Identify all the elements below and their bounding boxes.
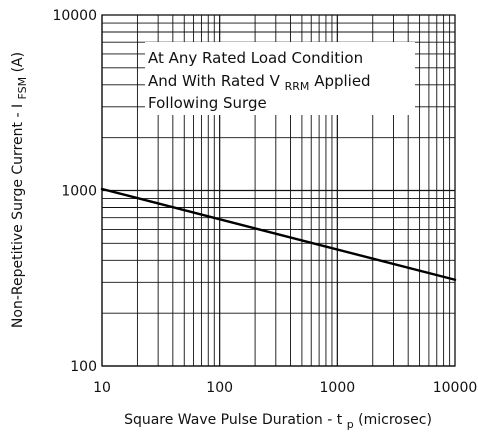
annotation-line-2-main: And With Rated V [148, 72, 281, 90]
surge-current-line [100, 187, 457, 281]
annotation-group: At Any Rated Load Condition And With Rat… [145, 42, 415, 115]
y-axis-label-main: Non-Repetitive Surge Current - I [10, 104, 26, 328]
series-layer [100, 187, 457, 281]
y-axis-label: Non-Repetitive Surge Current - I FSM (A) [10, 52, 30, 328]
annotation-mask [145, 42, 415, 115]
x-axis-label-suffix: (microsec) [358, 412, 432, 428]
y-tick-label: 10000 [52, 8, 97, 24]
y-tick-label: 1000 [61, 184, 97, 200]
annotation-line-2: And With Rated V RRM Applied [148, 72, 371, 94]
y-axis-label-suffix: (A) [10, 52, 26, 73]
x-axis-label-sub: p [347, 418, 354, 431]
annotation-line-2-sub: RRM [285, 80, 310, 93]
x-tick-label: 100 [206, 380, 233, 396]
y-tick-label: 100 [70, 359, 97, 375]
annotation-line-3: Following Surge [148, 94, 267, 112]
x-tick-label: 1000 [320, 380, 356, 396]
plot-frame [101, 14, 456, 367]
annotation-line-1: At Any Rated Load Condition [148, 49, 363, 67]
x-axis-label-main: Square Wave Pulse Duration - t [124, 412, 343, 428]
x-tick-label: 10 [93, 380, 111, 396]
x-tick-labels: 10 100 1000 10000 [93, 380, 477, 396]
y-tick-labels: 100 1000 10000 [52, 8, 97, 375]
annotation-line-2-suffix: Applied [314, 72, 370, 90]
x-axis-label: Square Wave Pulse Duration - t p (micros… [124, 412, 432, 432]
y-axis-label-sub: FSM [16, 77, 29, 100]
x-tick-label: 10000 [433, 380, 478, 396]
